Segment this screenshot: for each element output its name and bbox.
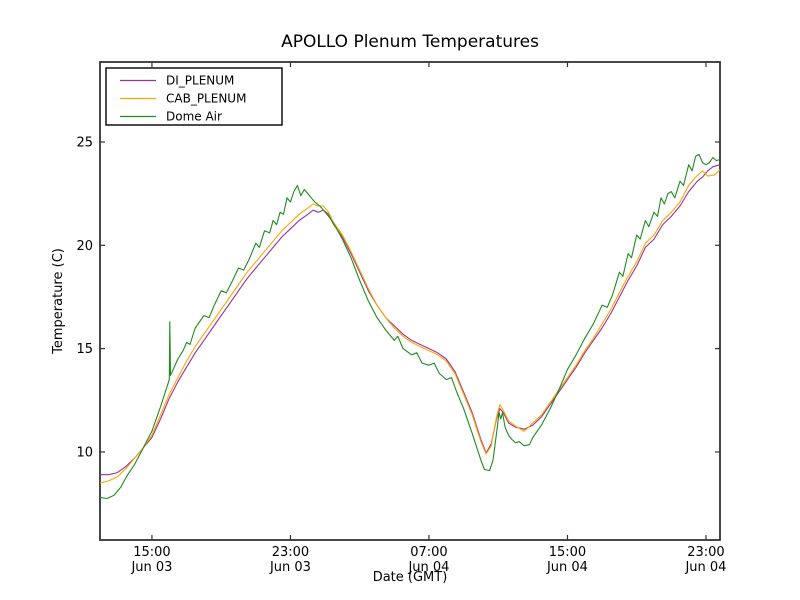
y-tick-label: 10 — [76, 445, 93, 460]
series-line-cab-plenum — [99, 169, 721, 484]
series-line-di-plenum — [100, 164, 720, 476]
x-tick-label-date: Jun 04 — [684, 560, 726, 575]
axes-spines — [99, 61, 721, 541]
x-tick-label-time: 23:00 — [687, 545, 724, 560]
legend-label-cab-plenum: CAB_PLENUM — [166, 92, 246, 106]
x-tick-label-date: Jun 04 — [546, 560, 588, 575]
x-tick-label-date: Jun 04 — [407, 560, 449, 575]
chart-title: APOLLO Plenum Temperatures — [281, 32, 539, 52]
legend: DI_PLENUM CAB_PLENUM Dome Air — [105, 67, 283, 126]
x-tick-label-time: 15:00 — [549, 545, 586, 560]
series-lines — [99, 153, 721, 500]
x-tick-label-time: 23:00 — [272, 545, 309, 560]
x-tick-label-time: 15:00 — [133, 545, 170, 560]
legend-label-di-plenum: DI_PLENUM — [166, 74, 234, 88]
plot-frame — [99, 61, 721, 541]
legend-label-dome-air: Dome Air — [166, 110, 222, 124]
legend-box — [105, 67, 283, 126]
x-tick-label-date: Jun 03 — [130, 560, 172, 575]
x-axis-label: Date (GMT) — [373, 570, 448, 585]
y-tick-label: 25 — [76, 135, 93, 150]
x-tick-label-date: Jun 03 — [269, 560, 311, 575]
series-line-dome-air — [99, 153, 720, 500]
x-tick-label-time: 07:00 — [410, 545, 447, 560]
y-tick-label: 15 — [76, 342, 93, 357]
tick-marks — [100, 62, 720, 540]
y-axis-label: Temperature (C) — [51, 248, 66, 355]
y-tick-label: 20 — [76, 239, 93, 254]
